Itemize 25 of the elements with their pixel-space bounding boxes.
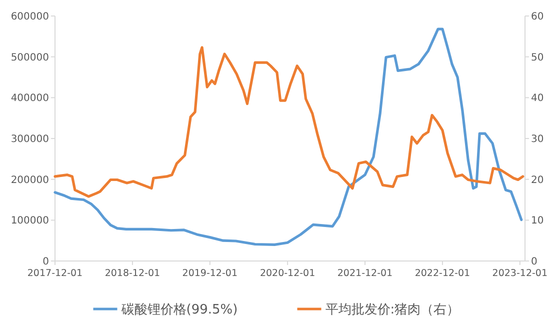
y-tick-label: 500000 (10, 52, 49, 64)
y-tick-label: 100000 (10, 216, 49, 227)
y2-tick-label: 60 (531, 12, 544, 22)
y-tick-label: 0 (42, 256, 49, 268)
x-tick-label: 2019-12-01 (182, 268, 238, 279)
x-tick-label: 2017-12-01 (27, 268, 83, 279)
x-tick-label: 2018-12-01 (104, 268, 160, 279)
y2-tick-label: 10 (531, 216, 544, 227)
y-tick-label: 300000 (10, 134, 49, 145)
x-tick-label: 2022-12-01 (414, 268, 470, 279)
y2-tick-label: 50 (531, 52, 544, 64)
legend-label: 平均批发价:猪肉（右） (325, 302, 460, 318)
line-series (54, 28, 523, 246)
y2-tick-label: 0 (531, 256, 538, 268)
y2-tick-label: 40 (531, 93, 544, 104)
y2-tick-label: 20 (531, 174, 544, 186)
y2-tick-label: 30 (531, 134, 544, 145)
x-tick-label: 2021-12-01 (337, 268, 393, 279)
x-tick-label: 2020-12-01 (260, 268, 316, 279)
line-series (54, 46, 524, 198)
y-tick-label: 200000 (10, 174, 49, 186)
y-tick-label: 400000 (10, 93, 49, 104)
legend-label: 碳酸锂价格(99.5%) (120, 302, 238, 318)
x-tick-label: 2023-12-01 (492, 268, 548, 279)
y-tick-label: 600000 (10, 12, 49, 22)
